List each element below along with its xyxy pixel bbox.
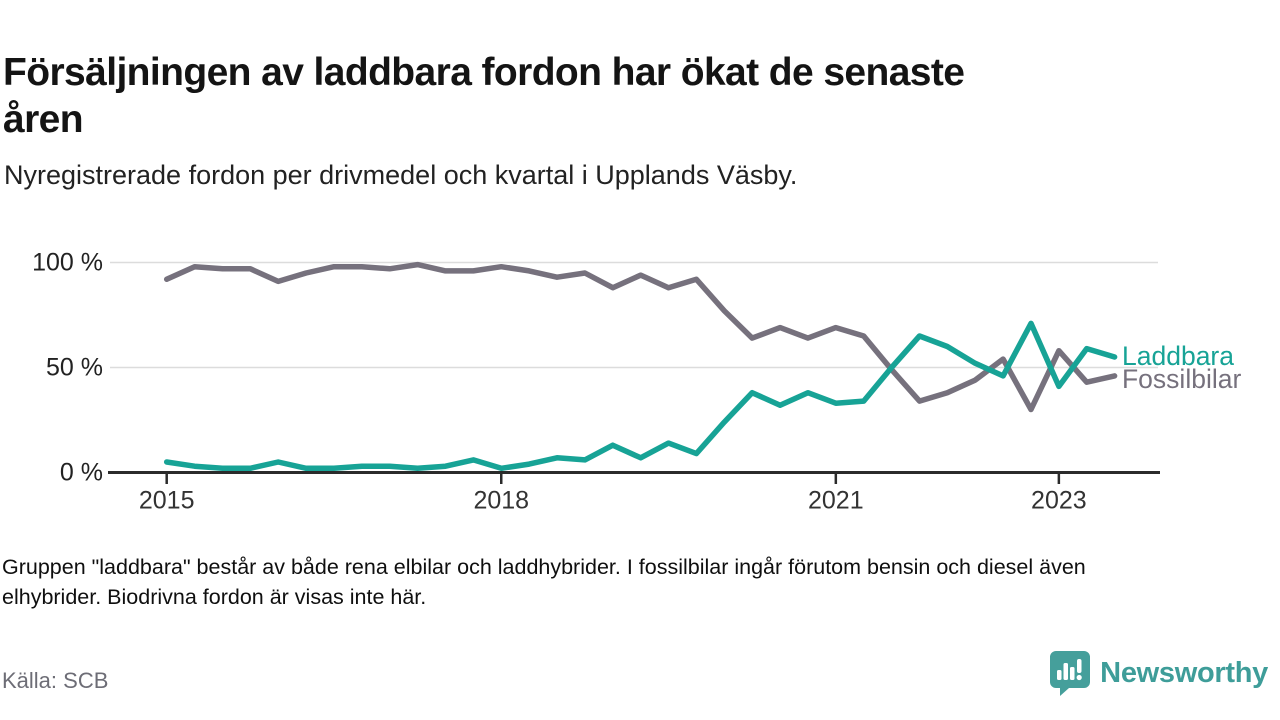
chart-subtitle: Nyregistrerade fordon per drivmedel och … [4,160,798,190]
x-axis-label-2021: 2021 [808,487,864,515]
series-end-label-fossilbilar: Fossilbilar [1122,364,1241,394]
newsworthy-branding: Newsworthy [1049,650,1268,696]
x-axis-label-2015: 2015 [139,487,195,515]
y-axis-label-50: 50 % [46,354,103,382]
series-line-fossilbilar [163,261,1118,413]
newsworthy-bubble-chart-icon [1050,651,1091,696]
series-end-label-laddbara: Laddbara [1122,341,1234,371]
chart-footnote: Gruppen "laddbara" består av både rena e… [2,555,1086,609]
series-line-laddbara [163,320,1118,472]
newsworthy-wordmark: Newsworthy [1100,656,1268,689]
page-title: Försäljningen av laddbara fordon har öka… [3,51,965,141]
y-axis-label-100: 100 % [32,249,103,277]
y-axis-label-0: 0 % [60,459,103,487]
x-axis-label-2018: 2018 [473,487,529,515]
line-chart: 0 % 50 % 100 % 2015 2018 2021 2023 FossilbilarL… [32,249,1241,515]
source-label: Källa: SCB [2,668,109,693]
x-axis-label-2023: 2023 [1031,487,1087,515]
